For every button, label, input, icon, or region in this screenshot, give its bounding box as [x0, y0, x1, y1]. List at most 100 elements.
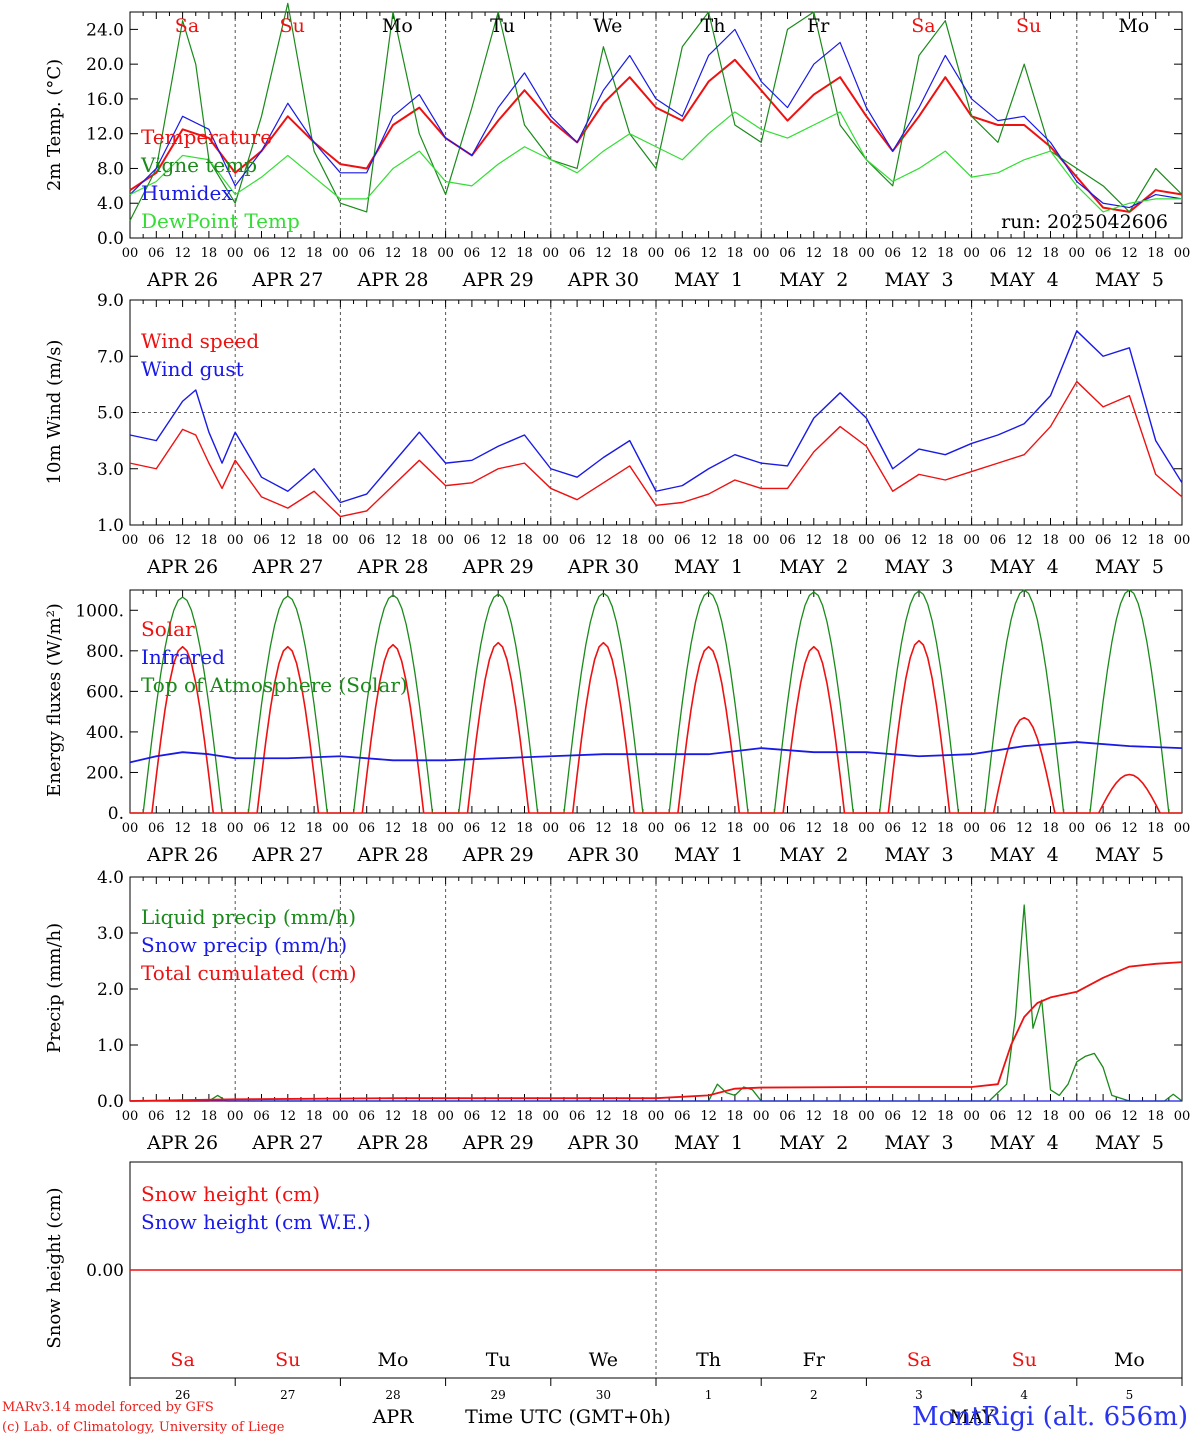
date-label: APR 30 [567, 269, 639, 291]
hour-tick-label: 12 [700, 533, 717, 548]
y-tick-label: 1000. [75, 601, 124, 621]
day-label: Su [280, 15, 305, 37]
hour-tick-label: 12 [174, 1109, 191, 1124]
hour-tick-label: 06 [779, 821, 796, 836]
hour-tick-label: 12 [174, 533, 191, 548]
hour-tick-label: 00 [122, 246, 139, 261]
y-tick-label: 9.0 [97, 291, 124, 311]
hour-tick-label: 00 [753, 533, 770, 548]
hour-tick-label: 12 [385, 533, 402, 548]
hour-tick-label: 00 [227, 246, 244, 261]
month-label: APR [372, 1406, 415, 1428]
date-label: MAY 3 [884, 844, 953, 866]
hour-tick-label: 18 [201, 821, 218, 836]
hour-tick-label: 18 [516, 533, 533, 548]
day-label: Sa [907, 1349, 931, 1371]
hour-tick-label: 06 [148, 821, 165, 836]
date-label: APR 30 [567, 844, 639, 866]
hour-tick-label: 06 [464, 821, 481, 836]
y-tick-label: 1.0 [97, 516, 124, 536]
hour-tick-label: 06 [148, 1109, 165, 1124]
y-tick-label: 2.0 [97, 980, 124, 1000]
hour-tick-label: 06 [674, 246, 691, 261]
date-label: APR 30 [567, 556, 639, 578]
hour-tick-label: 06 [253, 1109, 270, 1124]
legend-entry: Snow precip (mm/h) [141, 933, 347, 957]
panel-3 [129, 589, 1183, 814]
day-number-label: 27 [280, 1388, 295, 1402]
hour-tick-label: 00 [227, 1109, 244, 1124]
date-label: MAY 1 [674, 269, 743, 291]
hour-tick-label: 18 [937, 246, 954, 261]
day-number-label: 29 [491, 1388, 506, 1402]
legend-entry: Solar [141, 617, 195, 641]
hour-tick-label: 18 [832, 821, 849, 836]
hour-tick-label: 06 [779, 533, 796, 548]
hour-tick-label: 06 [779, 1109, 796, 1124]
hour-tick-label: 00 [753, 821, 770, 836]
legend-entry: Humidex [141, 181, 233, 205]
legend-entry: Temperature [141, 125, 272, 149]
hour-tick-label: 12 [806, 821, 823, 836]
date-label: MAY 4 [990, 1132, 1059, 1154]
hour-tick-label: 00 [122, 533, 139, 548]
series-line-0 [129, 58, 1183, 213]
date-label: MAY 5 [1095, 269, 1164, 291]
date-label: MAY 2 [779, 844, 848, 866]
hour-tick-label: 06 [884, 1109, 901, 1124]
series-line-3 [129, 111, 1182, 213]
y-tick-label: 8.0 [97, 159, 124, 179]
date-label: APR 26 [146, 1132, 218, 1154]
hour-tick-label: 00 [963, 246, 980, 261]
hour-tick-label: 00 [963, 533, 980, 548]
hour-tick-label: 12 [806, 1109, 823, 1124]
date-label: APR 27 [251, 844, 323, 866]
day-label: Sa [170, 1349, 194, 1371]
hour-tick-label: 00 [332, 246, 349, 261]
legend-entry: Snow height (cm W.E.) [141, 1210, 371, 1234]
hour-tick-label: 18 [1042, 246, 1059, 261]
hour-tick-label: 00 [1069, 533, 1086, 548]
date-label: MAY 3 [884, 556, 953, 578]
hour-tick-label: 00 [1174, 1109, 1191, 1124]
date-label: MAY 1 [674, 556, 743, 578]
y-tick-label: 3.0 [97, 924, 124, 944]
hour-tick-label: 06 [569, 821, 586, 836]
hour-tick-label: 00 [122, 1109, 139, 1124]
day-label: We [593, 15, 622, 37]
hour-tick-label: 06 [569, 246, 586, 261]
hour-tick-label: 06 [674, 1109, 691, 1124]
hour-tick-label: 18 [1042, 533, 1059, 548]
hour-tick-label: 06 [464, 533, 481, 548]
series-line-1 [129, 2, 1183, 221]
hour-tick-label: 00 [227, 533, 244, 548]
hour-tick-label: 12 [700, 1109, 717, 1124]
hour-tick-label: 06 [1095, 246, 1112, 261]
hour-tick-label: 00 [648, 246, 665, 261]
hour-tick-label: 12 [1016, 1109, 1033, 1124]
date-label: MAY 5 [1095, 556, 1164, 578]
legend-entry: Wind gust [141, 357, 244, 381]
hour-tick-label: 00 [1174, 821, 1191, 836]
hour-tick-label: 12 [595, 821, 612, 836]
date-label: MAY 2 [779, 269, 848, 291]
date-label: MAY 2 [779, 1132, 848, 1154]
hour-tick-label: 12 [280, 246, 297, 261]
hour-tick-label: 18 [516, 1109, 533, 1124]
y-tick-label: 24.0 [86, 20, 124, 40]
hour-tick-label: 12 [700, 821, 717, 836]
date-label: MAY 5 [1095, 1132, 1164, 1154]
hour-tick-label: 06 [1095, 1109, 1112, 1124]
legend-entry: Liquid precip (mm/h) [141, 905, 356, 929]
date-label: MAY 2 [779, 556, 848, 578]
hour-tick-label: 00 [858, 821, 875, 836]
day-number-label: 30 [596, 1388, 611, 1402]
day-label: We [589, 1349, 618, 1371]
day-number-label: 2 [810, 1388, 818, 1402]
hour-tick-label: 18 [306, 1109, 323, 1124]
hour-tick-label: 18 [1147, 246, 1164, 261]
hour-tick-label: 12 [911, 533, 928, 548]
hour-tick-label: 00 [753, 246, 770, 261]
y-axis-label: 10m Wind (m/s) [44, 340, 65, 485]
date-label: APR 26 [146, 269, 218, 291]
